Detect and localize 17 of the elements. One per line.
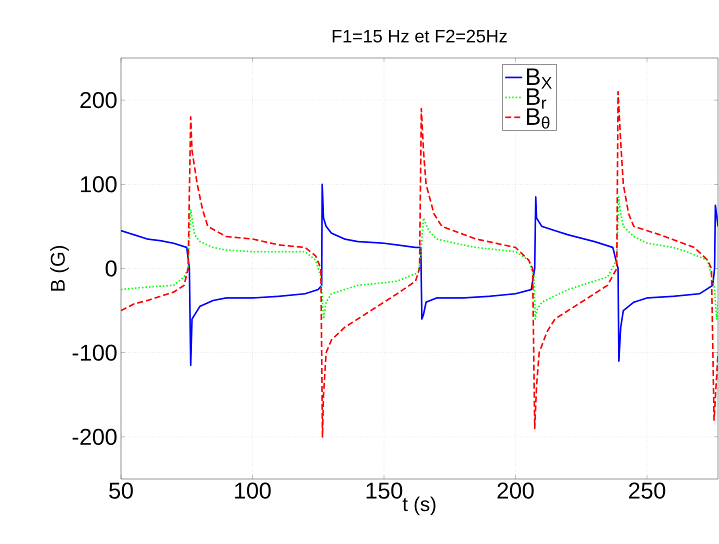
x-tick-label: 50	[109, 482, 133, 499]
x-axis-title: t (s)	[402, 496, 436, 516]
legend-label: B$_{X}$	[526, 68, 552, 89]
y-axis-title: B (G)	[50, 246, 69, 291]
chart-title: F1=15 Hz et F2=25Hz	[332, 30, 507, 42]
y-tick-label: -200	[72, 428, 117, 446]
y-tick-label: 0	[106, 260, 117, 277]
x-tick-label: 200	[498, 482, 534, 499]
legend-label: B$_{r}$	[526, 88, 546, 109]
x-tick-label: 100	[235, 482, 271, 499]
y-tick-label: 200	[80, 92, 117, 108]
y-tick-label: -100	[72, 344, 117, 361]
y-tick-label: 100	[81, 176, 117, 192]
x-tick-label: 150	[366, 482, 402, 499]
line-series	[121, 183, 718, 366]
x-tick-label: 250	[629, 482, 666, 499]
legend-label: B$_{θ}$	[526, 108, 550, 129]
